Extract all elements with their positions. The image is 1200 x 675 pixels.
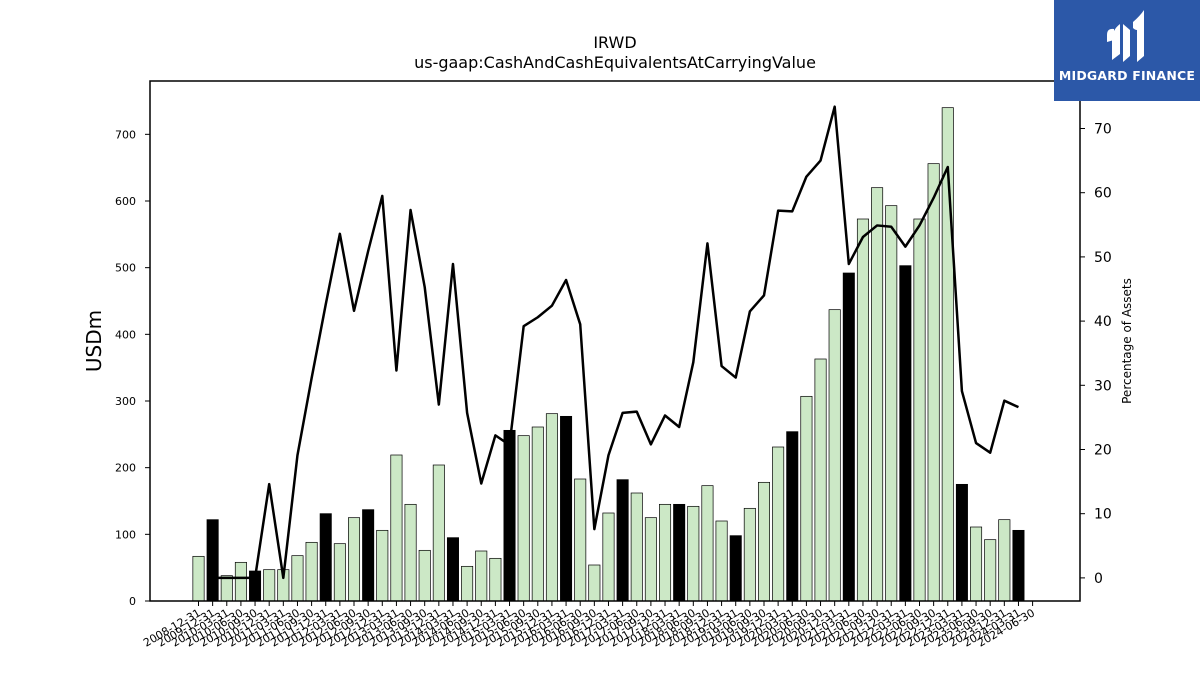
bar: [206, 519, 219, 602]
bar: [305, 541, 318, 602]
plot-frame: [149, 80, 1081, 602]
bar: [545, 413, 558, 602]
bar: [234, 561, 247, 602]
bar: [927, 163, 940, 602]
bar: [913, 218, 926, 602]
y-axis-ticks: 0 100 200 300 400 500 600 700: [115, 128, 150, 608]
bar: [475, 550, 488, 602]
bar: [786, 431, 799, 602]
bar: [319, 513, 332, 602]
bar: [616, 479, 629, 602]
y-tick-label: 600: [115, 195, 136, 208]
bar: [644, 517, 657, 602]
bar: [800, 395, 813, 602]
bar: [970, 526, 983, 602]
y2-tick-label: 20: [1094, 442, 1112, 458]
bar: [687, 505, 700, 602]
bar: [984, 539, 997, 602]
bar: [461, 565, 474, 602]
bar: [701, 485, 714, 602]
bar: [418, 549, 431, 602]
bar: [998, 519, 1011, 602]
y-tick-label: 300: [115, 395, 136, 408]
bar: [574, 478, 587, 602]
bar: [376, 529, 389, 602]
bar: [757, 481, 771, 602]
brand-logo: MIDGARD FINANCE: [1054, 0, 1200, 101]
y2-tick-label: 60: [1094, 186, 1112, 202]
y2-axis-ticks: 0 10 20 30 40 50 60 70: [1080, 122, 1112, 587]
bar: [503, 429, 516, 602]
bar: [729, 535, 742, 602]
bar: [772, 446, 785, 602]
bar: [715, 520, 728, 602]
bar: [659, 503, 672, 602]
bar: [1012, 529, 1025, 602]
bar: [630, 492, 643, 602]
bar: [856, 218, 869, 602]
y2-tick-label: 40: [1094, 314, 1112, 330]
y-tick-label: 500: [115, 262, 136, 275]
bar: [560, 415, 573, 602]
midgard-logo-icon: [1107, 10, 1144, 62]
bar: [842, 272, 855, 602]
y-tick-label: 100: [115, 528, 136, 541]
bar: [602, 512, 615, 602]
y-tick-label: 400: [115, 328, 136, 341]
bar: [192, 555, 205, 602]
bar: [432, 464, 445, 602]
bar: [404, 503, 417, 602]
y2-tick-label: 30: [1094, 378, 1112, 394]
bar: [348, 517, 361, 602]
bar: [263, 569, 276, 602]
bars-layer: [192, 107, 1025, 602]
y2-tick-label: 10: [1094, 507, 1112, 523]
bar: [899, 265, 912, 602]
bar: [814, 358, 827, 602]
bar: [220, 575, 233, 602]
y2-tick-label: 50: [1094, 250, 1112, 266]
bar: [446, 537, 459, 602]
chart-title: IRWD: [593, 33, 636, 52]
logo-text: MIDGARD FINANCE: [1058, 68, 1196, 83]
bar: [531, 426, 544, 602]
y2-tick-label: 70: [1094, 122, 1112, 138]
chart-subtitle: us-gaap:CashAndCashEquivalentsAtCarrying…: [414, 53, 816, 72]
bar: [885, 205, 898, 602]
bar: [673, 503, 686, 602]
x-axis-ticks: 2008-12-312009-12-312010-03-312010-06-30…: [141, 601, 1037, 650]
y2-axis-label: Percentage of Assets: [1120, 278, 1134, 404]
bar: [390, 454, 403, 602]
y-axis-label: USDm: [82, 310, 106, 372]
line-layer: [212, 105, 1019, 580]
bar: [489, 557, 502, 602]
bar: [828, 309, 841, 602]
y-tick-label: 0: [129, 595, 136, 608]
bar: [588, 564, 601, 602]
bar: [743, 507, 756, 602]
y-tick-label: 200: [115, 462, 136, 475]
y-tick-label: 700: [115, 128, 136, 141]
series-line: [212, 105, 1019, 580]
bar: [362, 509, 375, 602]
bar: [871, 187, 884, 602]
y2-tick-label: 0: [1094, 571, 1103, 587]
bar: [955, 483, 968, 602]
bar: [291, 555, 304, 602]
bar: [517, 435, 530, 602]
bar: [333, 543, 346, 602]
